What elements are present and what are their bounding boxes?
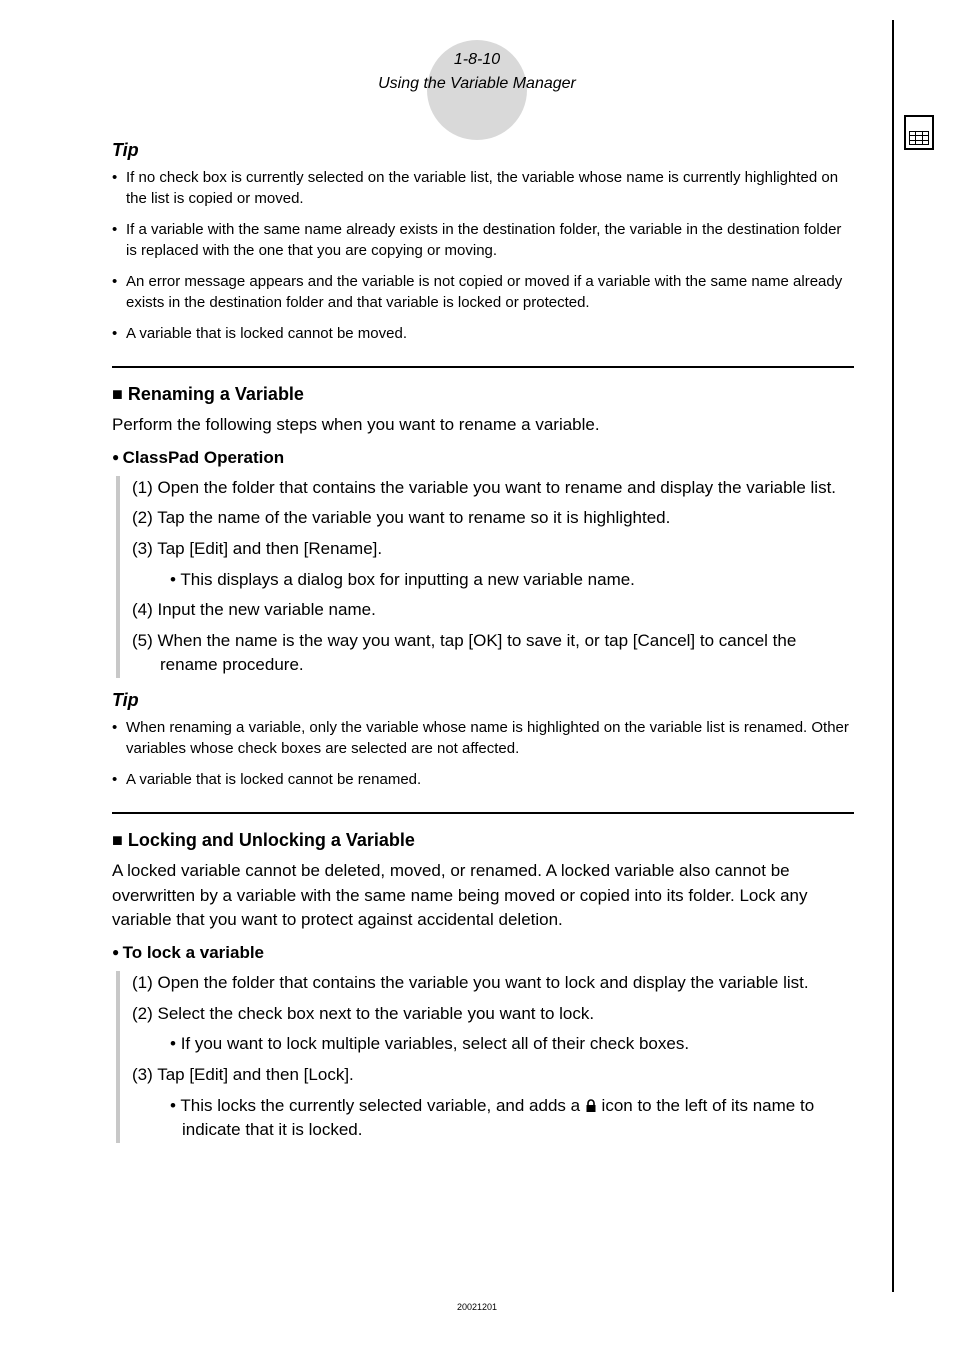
tip-heading: Tip [112,690,854,711]
tip-heading: Tip [112,140,854,161]
tip-list: When renaming a variable, only the varia… [112,717,854,790]
operation-heading: ClassPad Operation [112,448,854,468]
page-header: 1-8-10 Using the Variable Manager [378,48,576,96]
step-item: (3) Tap [Edit] and then [Rename]. [132,537,854,562]
tip-item: If a variable with the same name already… [112,219,854,261]
substep-text-pre: This locks the currently selected variab… [180,1096,584,1115]
tip-item: If no check box is currently selected on… [112,167,854,209]
step-item: (2) Tap the name of the variable you wan… [132,506,854,531]
footer-code: 20021201 [457,1302,497,1312]
step-item: (5) When the name is the way you want, t… [132,629,854,678]
tip-item: An error message appears and the variabl… [112,271,854,313]
section-intro: A locked variable cannot be deleted, mov… [112,859,854,933]
divider [112,812,854,814]
steps-block: (1) Open the folder that contains the va… [116,971,854,1143]
operation-heading: To lock a variable [112,943,854,963]
section-heading-locking: Locking and Unlocking a Variable [112,830,854,851]
step-item: (4) Input the new variable name. [132,598,854,623]
page-border [892,20,894,1292]
lock-icon [585,1099,597,1113]
keypad-icon [904,115,934,150]
section-intro: Perform the following steps when you wan… [112,413,854,438]
divider [112,366,854,368]
tip-item: A variable that is locked cannot be rena… [112,769,854,790]
substep-item: This locks the currently selected variab… [132,1094,854,1143]
step-item: (2) Select the check box next to the var… [132,1002,854,1027]
step-item: (3) Tap [Edit] and then [Lock]. [132,1063,854,1088]
substep-item: This displays a dialog box for inputting… [132,568,854,593]
step-item: (1) Open the folder that contains the va… [132,476,854,501]
step-item: (1) Open the folder that contains the va… [132,971,854,996]
section-heading-renaming: Renaming a Variable [112,384,854,405]
substep-item: If you want to lock multiple variables, … [132,1032,854,1057]
steps-block: (1) Open the folder that contains the va… [116,476,854,678]
page-ref: 1-8-10 [454,51,500,68]
tip-item: A variable that is locked cannot be move… [112,323,854,344]
tip-list: If no check box is currently selected on… [112,167,854,344]
tip-item: When renaming a variable, only the varia… [112,717,854,759]
section-title: Using the Variable Manager [378,75,576,92]
